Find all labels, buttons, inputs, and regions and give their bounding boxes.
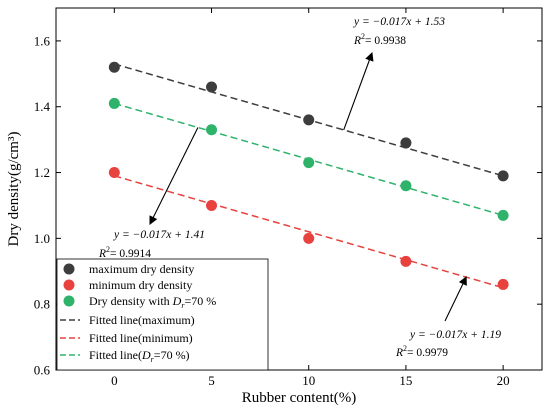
data-point-series-2: [108, 97, 120, 109]
annotation-maximum-equation: y = −0.017x + 1.53: [353, 16, 445, 28]
data-point-series-0: [206, 81, 218, 93]
data-point-series-0: [497, 170, 509, 182]
annotation-dr70-r2: R2= 0.9914: [98, 245, 151, 260]
legend-label-fit-minimum: Fitted line(minimum): [89, 331, 193, 345]
arrow-minimum: [444, 276, 467, 322]
data-point-series-2: [303, 157, 315, 169]
data-point-series-0: [400, 137, 412, 149]
annotation-dr70-equation: y = −0.017x + 1.41: [113, 229, 205, 241]
y-tick-label: 1.0: [34, 231, 50, 246]
data-point-series-1: [206, 199, 218, 211]
legend-label-fit-maximum: Fitted line(maximum): [89, 313, 195, 327]
data-point-series-1: [108, 167, 120, 179]
data-points: [108, 61, 509, 290]
x-tick-label: 15: [399, 373, 412, 388]
x-tick-label: 20: [497, 373, 510, 388]
legend-label-minimum: minimum dry density: [89, 278, 192, 292]
legend-box: [56, 258, 269, 371]
data-point-series-0: [303, 114, 315, 126]
data-point-series-2: [206, 124, 218, 136]
axis-ticks: 0 5 10 15 20 0.6 0.8 1.0 1.2 1.4 1.6: [34, 8, 542, 388]
annotation-maximum-r2: R2= 0.9938: [353, 32, 406, 47]
arrow-maximum: [343, 51, 374, 131]
x-tick-label: 0: [111, 373, 118, 388]
annotation-minimum: y = −0.017x + 1.19 R2= 0.9979: [395, 329, 501, 359]
x-tick-label: 5: [208, 373, 215, 388]
y-tick-label: 0.8: [34, 297, 50, 312]
legend-marker-maximum: [63, 263, 75, 275]
x-axis-title: Rubber content(%): [242, 390, 357, 406]
legend: maximum dry density minimum dry density …: [56, 258, 269, 371]
data-point-series-2: [497, 209, 509, 221]
fit-lines: [114, 63, 504, 289]
legend-marker-dr70: [63, 295, 75, 307]
data-point-series-0: [108, 61, 120, 73]
annotation-minimum-equation: y = −0.017x + 1.19: [409, 329, 501, 341]
y-tick-label: 1.6: [34, 33, 51, 48]
legend-label-dr70: Dry density with Dr=70 %: [89, 294, 216, 310]
legend-label-maximum: maximum dry density: [89, 262, 194, 276]
y-axis-title: Dry density(g/cm³): [6, 132, 22, 247]
plot-frame: [55, 7, 543, 371]
legend-marker-minimum: [63, 279, 75, 291]
data-point-series-1: [497, 278, 509, 290]
data-point-series-2: [400, 180, 412, 192]
y-tick-label: 1.2: [34, 165, 50, 180]
data-point-series-1: [400, 255, 412, 267]
annotation-minimum-r2: R2= 0.9979: [395, 344, 448, 359]
y-tick-label: 0.6: [34, 363, 51, 378]
annotation-arrows: [149, 51, 467, 322]
fit-line-1: [114, 175, 504, 289]
x-tick-label: 10: [302, 373, 315, 388]
arrow-dr70: [149, 127, 199, 225]
y-tick-label: 1.4: [34, 99, 51, 114]
annotation-maximum: y = −0.017x + 1.53 R2= 0.9938: [353, 16, 445, 47]
legend-label-fit-dr70: Fitted line(Dr=70 %): [89, 348, 190, 364]
annotation-dr70: y = −0.017x + 1.41 R2= 0.9914: [98, 229, 205, 260]
data-point-series-1: [303, 232, 315, 244]
